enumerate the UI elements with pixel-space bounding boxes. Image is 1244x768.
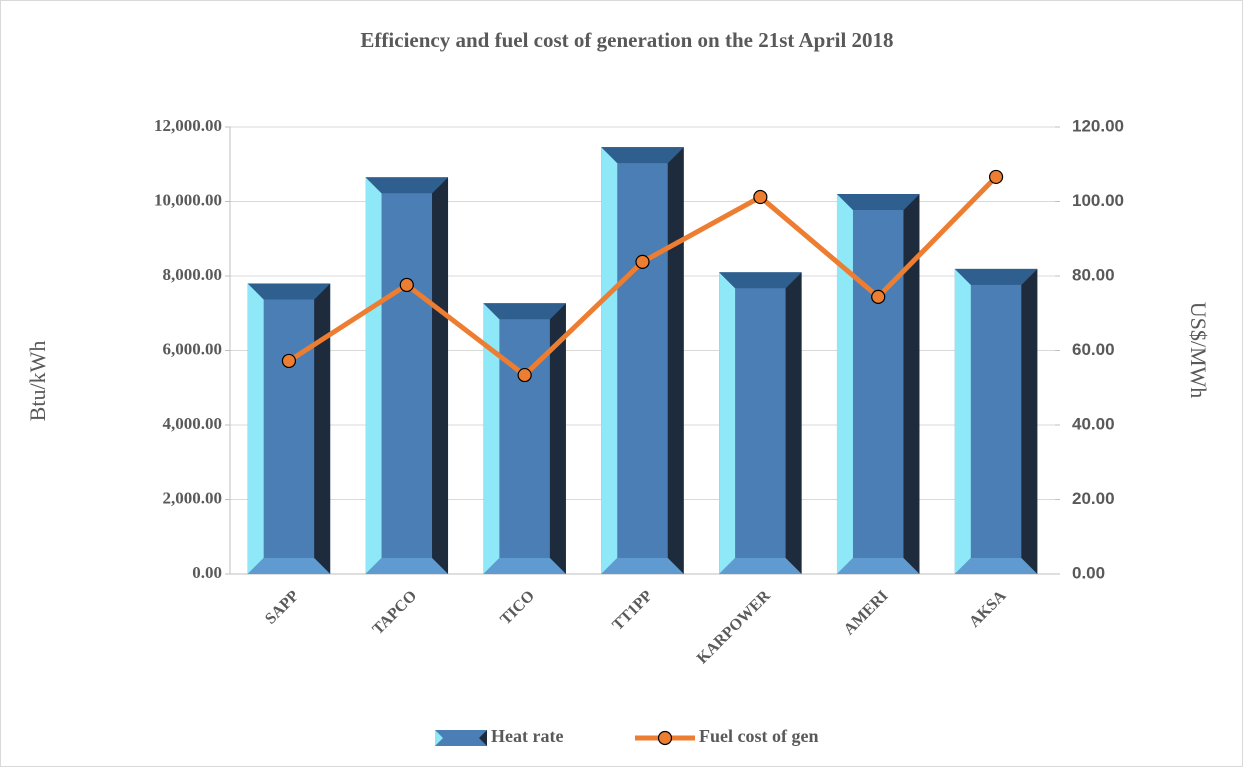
bar-bevel	[954, 558, 1038, 574]
y-tick-label: 6,000.00	[163, 339, 223, 358]
y-axis-label: Btu/kWh	[25, 341, 50, 422]
y2-tick-label: 40.00	[1072, 414, 1115, 433]
bar-bevel	[365, 177, 449, 194]
y-tick-label: 2,000.00	[163, 488, 223, 507]
y-tick-label: 0.00	[192, 563, 222, 582]
legend-label: Fuel cost of gen	[699, 726, 818, 746]
y2-tick-label: 120.00	[1072, 116, 1124, 135]
y-tick-label: 4,000.00	[163, 414, 223, 433]
y2-tick-label: 80.00	[1072, 265, 1115, 284]
bar-bevel	[549, 303, 566, 574]
bar-bevel	[247, 558, 331, 574]
bar-bevel	[719, 272, 802, 289]
bar-bevel	[483, 303, 500, 574]
line-marker	[517, 367, 532, 383]
y-tick-label: 10,000.00	[154, 190, 222, 209]
y2-tick-label: 100.00	[1072, 191, 1124, 210]
line-marker	[399, 277, 414, 293]
bar-bevel	[483, 303, 566, 320]
bar-bevel	[432, 177, 449, 574]
bar-bevel	[365, 177, 382, 574]
y2-axis-label: US$/MWh	[1186, 302, 1211, 399]
bar-bevel	[1021, 268, 1038, 574]
chart-title: Efficiency and fuel cost of generation o…	[360, 28, 893, 52]
line-marker	[871, 289, 886, 304]
bar-bevel	[601, 147, 684, 164]
bar-bevel	[667, 147, 684, 575]
legend-label: Heat rate	[491, 726, 563, 746]
bar-bevel	[785, 272, 802, 574]
legend-swatch	[435, 730, 487, 746]
bar-bevel	[314, 283, 331, 574]
y-tick-label: 8,000.00	[163, 265, 223, 284]
bar-bevel	[247, 283, 331, 300]
line-marker	[988, 169, 1004, 185]
bar-bevel	[483, 558, 566, 574]
y2-tick-label: 60.00	[1072, 340, 1115, 359]
y2-tick-label: 0.00	[1072, 563, 1105, 582]
bar-bevel	[247, 283, 264, 574]
legend-bevel	[479, 730, 487, 746]
bar-bevel	[719, 558, 802, 574]
line-marker	[635, 254, 650, 269]
line-marker	[753, 189, 768, 205]
bar-bevel	[954, 268, 971, 574]
line-marker	[281, 353, 297, 369]
bar-bevel	[836, 194, 920, 211]
y-tick-label: 12,000.00	[154, 116, 222, 135]
bar-bevel	[601, 558, 684, 574]
y2-tick-label: 20.00	[1072, 489, 1115, 508]
bar-bevel	[836, 558, 920, 574]
bar-bevel	[954, 268, 1038, 285]
bar-bevel	[903, 194, 920, 575]
legend-marker	[657, 730, 673, 746]
bar-bevel	[836, 194, 853, 575]
bar-bevel	[365, 558, 449, 574]
bar-bevel	[601, 147, 618, 575]
bar-bevel	[719, 272, 736, 574]
legend-bevel	[435, 730, 443, 746]
